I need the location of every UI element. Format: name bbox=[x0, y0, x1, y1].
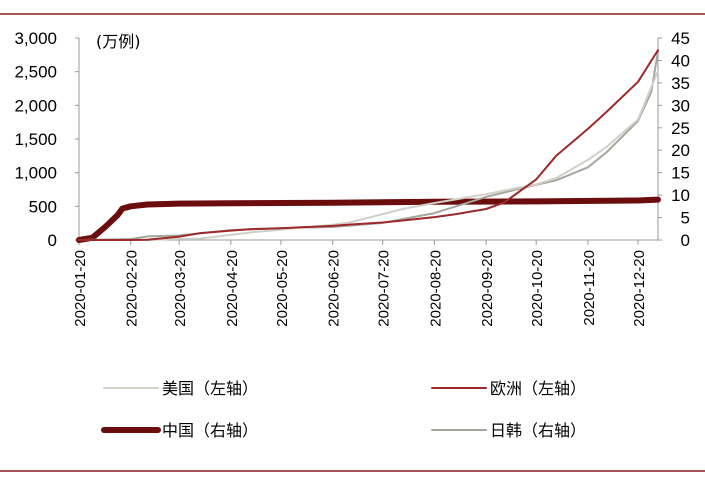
x-tick-label: 2020-09-20 bbox=[479, 250, 496, 327]
x-tick-label: 2020-01-20 bbox=[72, 250, 89, 327]
x-tick-label: 2020-02-20 bbox=[124, 250, 141, 327]
x-tick-label: 2020-08-20 bbox=[427, 250, 444, 327]
legend-label-4: 日韩（右轴） bbox=[490, 421, 586, 440]
y-left-tick-label: 500 bbox=[29, 197, 57, 216]
y-left-tick-label: 0 bbox=[48, 231, 57, 250]
x-tick-label: 2020-04-20 bbox=[224, 250, 241, 327]
y-right-tick-label: 45 bbox=[671, 29, 690, 48]
axes bbox=[78, 38, 659, 241]
series-line-1 bbox=[78, 70, 659, 241]
legend: 美国（左轴） 欧洲（左轴） 中国（右轴） 日韩（右轴） bbox=[101, 379, 586, 440]
legend-label-2: 欧洲（左轴） bbox=[490, 379, 586, 398]
y-right-tick-label: 15 bbox=[671, 164, 690, 183]
x-tick-label: 2020-12-20 bbox=[631, 250, 648, 327]
x-tick-label: 2020-10-20 bbox=[529, 250, 546, 327]
series-layer bbox=[76, 49, 661, 243]
series-line-2 bbox=[78, 49, 659, 241]
y-left-tick-label: 2,500 bbox=[14, 63, 57, 82]
y-right-tick-label: 10 bbox=[671, 186, 690, 205]
y-left-tick-label: 2,000 bbox=[14, 96, 57, 115]
y-right-tick-label: 40 bbox=[671, 51, 690, 70]
left-axis-unit: (万例) bbox=[96, 32, 141, 51]
x-tick-label: 2020-05-20 bbox=[274, 250, 291, 327]
y-right-tick-labels: 0 5 10 15 20 25 30 35 40 45 bbox=[658, 29, 690, 250]
series-line-3 bbox=[76, 196, 661, 243]
x-tick-label: 2020-03-20 bbox=[172, 250, 189, 327]
y-left-tick-label: 1,000 bbox=[14, 164, 57, 183]
y-right-tick-label: 5 bbox=[681, 209, 690, 228]
x-tick-label: 2020-07-20 bbox=[376, 250, 393, 327]
y-left-tick-labels: 0 500 1,000 1,500 2,000 2,500 3,000 bbox=[14, 29, 79, 250]
y-right-tick-label: 0 bbox=[681, 231, 690, 250]
legend-label-1: 美国（左轴） bbox=[162, 379, 258, 398]
y-left-tick-label: 3,000 bbox=[14, 29, 57, 48]
y-right-tick-label: 25 bbox=[671, 119, 690, 138]
x-tick-label: 2020-06-20 bbox=[326, 250, 343, 327]
y-right-tick-label: 30 bbox=[671, 96, 690, 115]
y-left-tick-label: 1,500 bbox=[14, 130, 57, 149]
x-tick-labels: 2020-01-20 2020-02-20 2020-03-20 2020-04-20… bbox=[72, 240, 648, 327]
y-right-tick-label: 20 bbox=[671, 141, 690, 160]
x-tick-label: 2020-11-20 bbox=[581, 250, 598, 326]
y-right-tick-label: 35 bbox=[671, 74, 690, 93]
series-line-4 bbox=[78, 50, 659, 241]
legend-label-3: 中国（右轴） bbox=[162, 421, 258, 440]
